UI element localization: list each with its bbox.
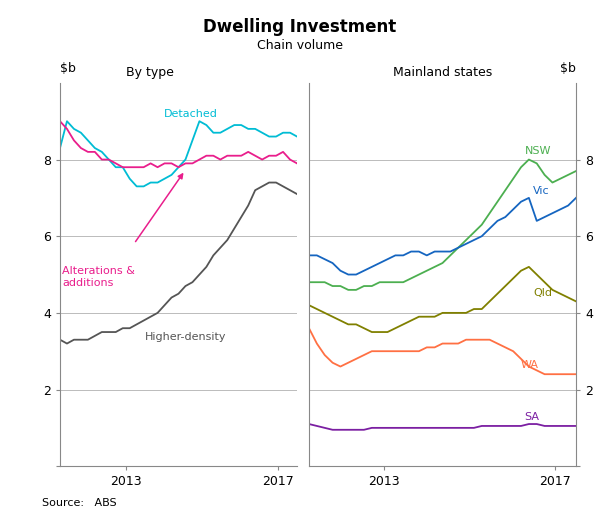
- Text: NSW: NSW: [525, 146, 551, 156]
- Text: SA: SA: [525, 412, 540, 422]
- Text: Alterations &
additions: Alterations & additions: [62, 266, 135, 288]
- Text: Higher-density: Higher-density: [145, 332, 227, 342]
- Text: WA: WA: [520, 361, 538, 370]
- Text: $b: $b: [60, 62, 76, 75]
- Text: Mainland states: Mainland states: [393, 66, 492, 79]
- Text: Source:   ABS: Source: ABS: [42, 498, 116, 508]
- Text: Dwelling Investment: Dwelling Investment: [203, 18, 397, 36]
- Text: Qld: Qld: [533, 287, 552, 298]
- Text: Detached: Detached: [164, 109, 218, 119]
- Text: $b: $b: [560, 62, 576, 75]
- Text: By type: By type: [126, 66, 174, 79]
- Text: Vic: Vic: [533, 186, 550, 196]
- Text: Chain volume: Chain volume: [257, 39, 343, 52]
